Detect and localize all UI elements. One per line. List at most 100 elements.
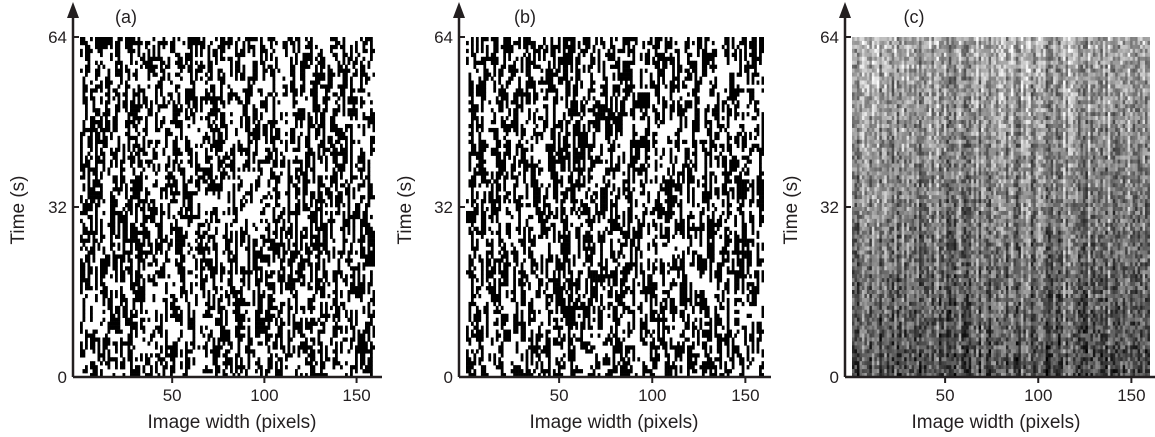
heatmap-cell [245,163,248,168]
heatmap-cell [342,147,346,152]
heatmap-cell [172,151,176,156]
heatmap-cell [320,56,323,62]
heatmap-cell [473,369,477,374]
heatmap-cell [82,123,86,129]
heatmap-cell [135,210,138,216]
heatmap-cell [280,171,283,176]
heatmap-cell [287,226,291,232]
heatmap-cell [267,222,271,228]
heatmap-cell [120,37,123,42]
heatmap-cell [135,68,138,73]
heatmap-cell [227,258,231,263]
heatmap-cell [180,349,183,354]
heatmap-cell [142,293,146,299]
heatmap-cell [95,218,98,224]
heatmap-cell [187,40,191,46]
heatmap-cell [182,179,186,184]
heatmap-cell [137,238,141,243]
heatmap-cell [345,222,348,228]
heatmap-cell [192,116,196,121]
heatmap-cell [227,175,231,180]
heatmap-cell [182,195,186,200]
heatmap-cell [337,163,341,168]
heatmap-cell [192,214,196,220]
heatmap-cell [190,270,193,275]
heatmap-cell [230,96,233,101]
heatmap-cell [317,242,321,247]
heatmap-cell [320,183,323,188]
heatmap-cell [255,369,258,374]
heatmap-cell [310,349,313,354]
heatmap-cell [180,108,183,113]
heatmap-cell [245,159,248,164]
heatmap-cell [245,123,248,129]
heatmap-cell [187,100,191,105]
heatmap-cell [247,242,251,247]
heatmap-cell [260,258,263,263]
heatmap-cell [493,147,497,152]
heatmap-cell [317,108,321,113]
heatmap-cell [147,159,151,164]
heatmap-cell [468,373,472,377]
heatmap-cell [287,313,291,318]
heatmap-cell [85,341,88,346]
heatmap-cell [167,159,171,164]
heatmap-cell [100,234,103,239]
heatmap-cell [95,44,98,50]
heatmap-cell [115,88,118,93]
heatmap-cell [175,349,178,354]
heatmap-cell [302,266,306,271]
heatmap-cell [483,210,487,216]
heatmap-cell [175,88,178,93]
heatmap-cell [470,333,474,338]
heatmap-cell [115,234,118,239]
heatmap-cell [498,159,502,164]
heatmap-cell [332,325,336,330]
heatmap-cell [302,76,306,81]
heatmap-cell [135,369,138,374]
heatmap-cell [493,135,497,141]
heatmap-cell [493,179,497,184]
heatmap-cell [167,100,171,105]
heatmap-cell [292,127,296,133]
heatmap-cell [305,345,308,350]
heatmap-cell [367,183,371,188]
heatmap-cell [202,37,206,42]
heatmap-cell [257,341,261,346]
heatmap-cell [495,143,499,148]
heatmap-cell [197,214,201,220]
heatmap-cell [152,254,156,259]
heatmap-cell [317,349,321,354]
heatmap-cell [82,37,86,42]
heatmap-cell [362,361,366,366]
heatmap-cell [370,321,373,326]
heatmap-cell [197,242,201,247]
heatmap-cell [90,48,93,54]
heatmap-cell [300,321,303,326]
heatmap-cell [485,171,489,176]
heatmap-cell [187,250,191,255]
heatmap-cell [367,349,371,354]
heatmap-cell [120,179,123,184]
heatmap-cell [227,254,231,259]
heatmap-cell [305,179,308,184]
heatmap-cell [137,369,141,374]
heatmap-cell [287,187,291,192]
heatmap-cell [210,171,213,176]
heatmap-cell [175,187,178,192]
heatmap-cell [80,349,83,354]
heatmap-cell [85,207,88,212]
heatmap-cell [340,345,343,350]
heatmap-cell [217,353,221,358]
heatmap-cell [367,313,371,318]
heatmap-cell [335,159,338,164]
heatmap-cell [290,127,293,133]
heatmap-cell [352,218,356,224]
heatmap-cell [282,242,286,247]
heatmap-cell [252,242,256,247]
heatmap-cell [493,56,497,62]
heatmap-cell [312,218,316,224]
heatmap-cell [195,163,198,168]
heatmap-cell [335,282,338,287]
heatmap-cell [157,325,161,330]
